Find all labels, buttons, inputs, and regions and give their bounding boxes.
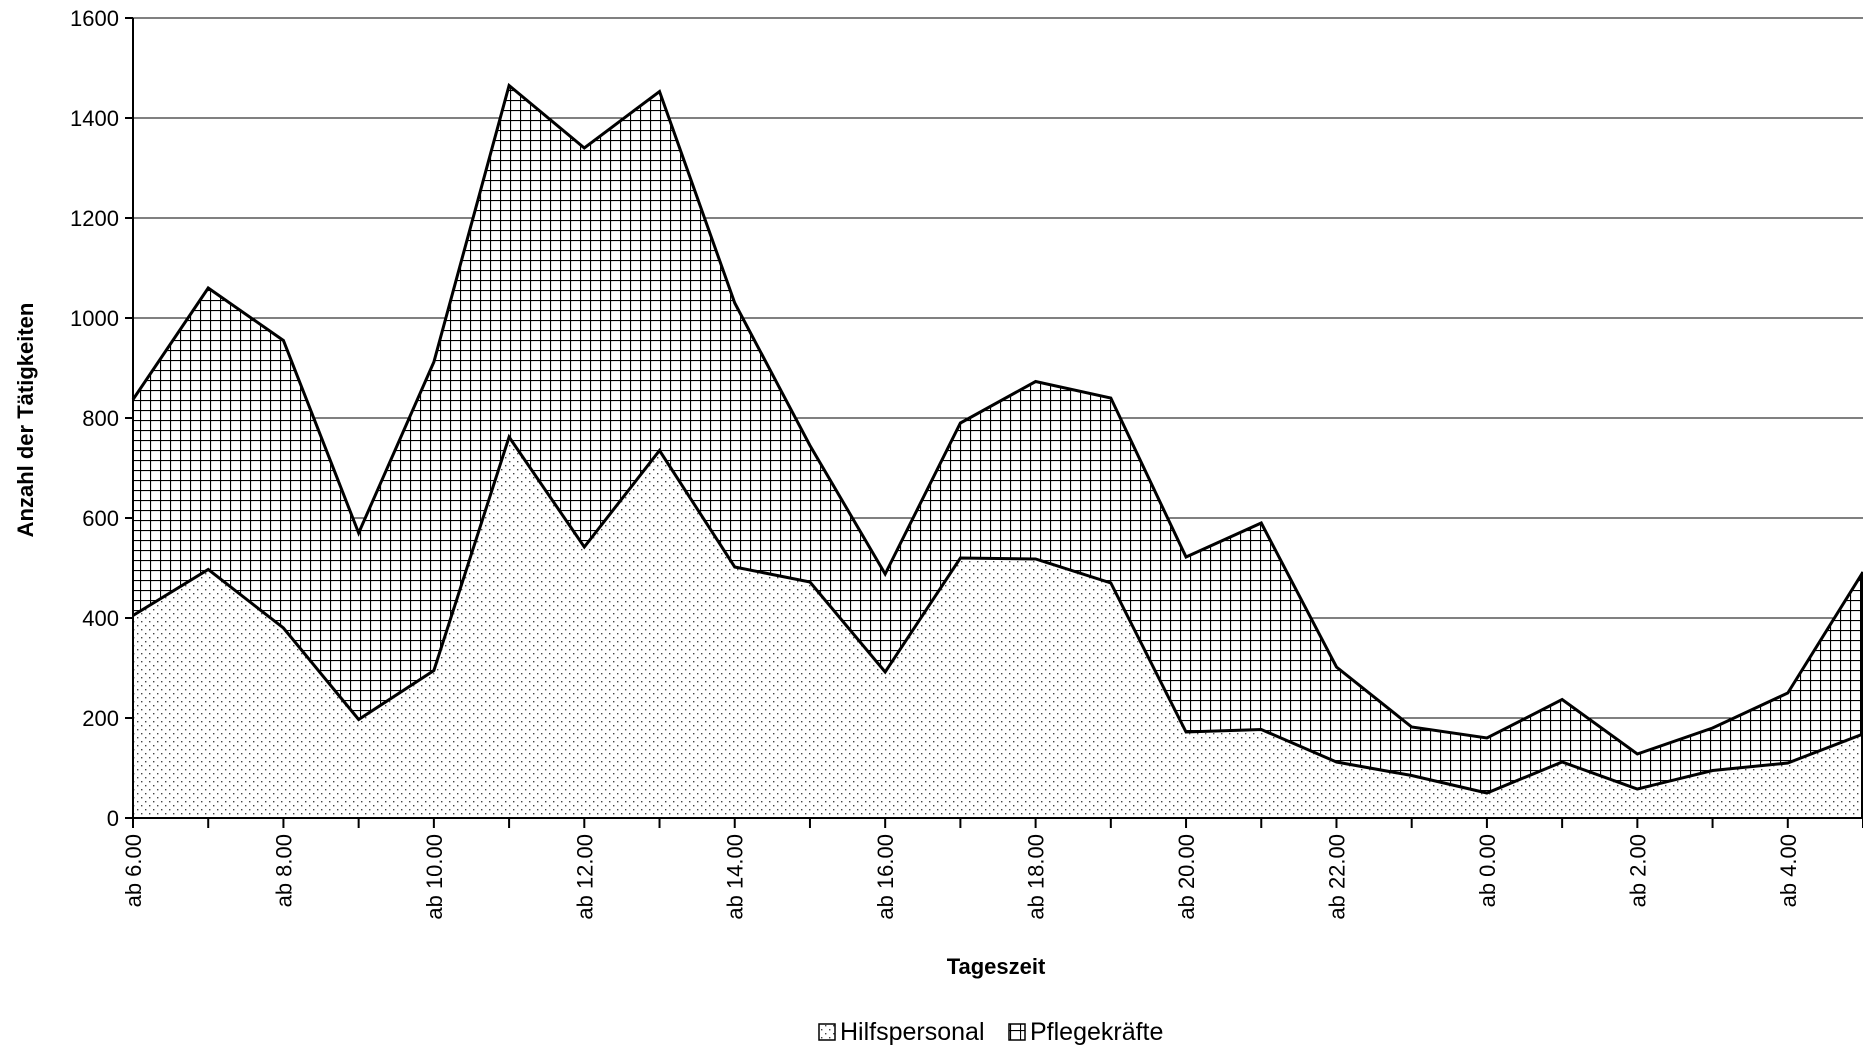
y-tick-label: 800 — [82, 406, 119, 431]
line-pflegekraefte — [131, 82, 1863, 756]
legend-label-pflegekraefte: Pflegekräfte — [1030, 1018, 1163, 1046]
line-hilfspersonal — [132, 433, 1863, 795]
y-tick-label: 0 — [107, 806, 119, 831]
x-tick-label: ab 20.00 — [1174, 834, 1199, 920]
x-tick-label: ab 2.00 — [1625, 834, 1650, 907]
x-tick-label: ab 0.00 — [1475, 834, 1500, 907]
y-tick-label: 600 — [82, 506, 119, 531]
y-axis-ticks: 0 200 400 600 800 1000 1200 1400 1600 — [70, 6, 133, 831]
legend-swatch-hilfspersonal — [818, 1023, 836, 1041]
legend-swatch-pflegekraefte — [1008, 1023, 1026, 1041]
x-tick-label: ab 8.00 — [271, 834, 296, 907]
legend-label-hilfspersonal: Hilfspersonal — [840, 1018, 985, 1046]
y-tick-label: 200 — [82, 706, 119, 731]
area-hilfspersonal — [133, 437, 1863, 818]
x-tick-label: ab 18.00 — [1024, 834, 1049, 920]
y-tick-label: 1000 — [70, 306, 119, 331]
x-tick-label: ab 10.00 — [422, 834, 447, 920]
y-tick-label: 400 — [82, 606, 119, 631]
y-axis-title: Anzahl der Tätigkeiten — [13, 303, 38, 538]
x-tick-label: ab 16.00 — [873, 834, 898, 920]
area-pflegekraefte — [133, 85, 1863, 793]
legend: Hilfspersonal Pflegekräfte — [818, 1018, 1163, 1046]
x-axis-ticks: ab 6.00 ab 8.00 ab 10.00 ab 12.00 ab 14.00 ab… — [121, 818, 1863, 920]
y-tick-label: 1600 — [70, 6, 119, 31]
area-series — [131, 82, 1863, 818]
x-tick-label: ab 4.00 — [1776, 834, 1801, 907]
x-tick-label: ab 12.00 — [572, 834, 597, 920]
x-axis-title: Tageszeit — [947, 954, 1046, 979]
x-tick-label: ab 22.00 — [1324, 834, 1349, 920]
y-tick-label: 1400 — [70, 106, 119, 131]
x-tick-label: ab 14.00 — [723, 834, 748, 920]
x-tick-label: ab 6.00 — [121, 834, 146, 907]
y-tick-label: 1200 — [70, 206, 119, 231]
